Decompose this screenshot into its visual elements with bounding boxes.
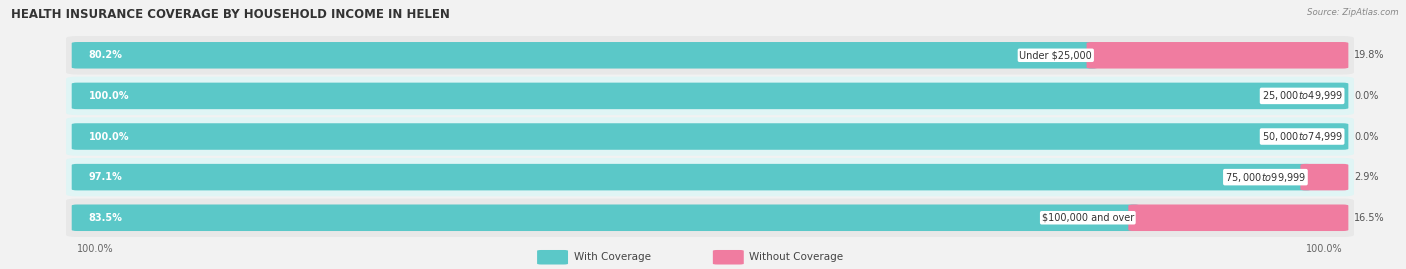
Text: Under $25,000: Under $25,000 [1019, 50, 1092, 60]
Text: $50,000 to $74,999: $50,000 to $74,999 [1261, 130, 1343, 143]
FancyBboxPatch shape [66, 199, 1354, 237]
FancyBboxPatch shape [713, 250, 744, 264]
Text: 100.0%: 100.0% [89, 132, 129, 141]
FancyBboxPatch shape [66, 77, 1354, 115]
Text: 100.0%: 100.0% [1306, 244, 1343, 254]
Text: $75,000 to $99,999: $75,000 to $99,999 [1225, 171, 1306, 184]
Text: 0.0%: 0.0% [1354, 91, 1378, 101]
Text: 97.1%: 97.1% [89, 172, 122, 182]
FancyBboxPatch shape [1129, 204, 1348, 231]
FancyBboxPatch shape [66, 117, 1354, 156]
Text: 83.5%: 83.5% [89, 213, 122, 223]
Text: 0.0%: 0.0% [1354, 132, 1378, 141]
Text: 80.2%: 80.2% [89, 50, 122, 60]
Text: 16.5%: 16.5% [1354, 213, 1385, 223]
FancyBboxPatch shape [537, 250, 568, 264]
FancyBboxPatch shape [66, 36, 1354, 75]
Text: 100.0%: 100.0% [89, 91, 129, 101]
Text: $25,000 to $49,999: $25,000 to $49,999 [1261, 89, 1343, 102]
FancyBboxPatch shape [66, 158, 1354, 196]
Text: With Coverage: With Coverage [574, 252, 651, 262]
Text: Without Coverage: Without Coverage [749, 252, 844, 262]
FancyBboxPatch shape [72, 204, 1140, 231]
FancyBboxPatch shape [1301, 164, 1348, 190]
FancyBboxPatch shape [72, 123, 1348, 150]
Text: 2.9%: 2.9% [1354, 172, 1378, 182]
FancyBboxPatch shape [1087, 42, 1348, 69]
Text: Source: ZipAtlas.com: Source: ZipAtlas.com [1308, 8, 1399, 17]
Text: HEALTH INSURANCE COVERAGE BY HOUSEHOLD INCOME IN HELEN: HEALTH INSURANCE COVERAGE BY HOUSEHOLD I… [11, 8, 450, 21]
FancyBboxPatch shape [72, 42, 1098, 69]
FancyBboxPatch shape [72, 164, 1312, 190]
FancyBboxPatch shape [72, 83, 1348, 109]
Text: 19.8%: 19.8% [1354, 50, 1385, 60]
Text: $100,000 and over: $100,000 and over [1042, 213, 1135, 223]
Text: 100.0%: 100.0% [77, 244, 114, 254]
